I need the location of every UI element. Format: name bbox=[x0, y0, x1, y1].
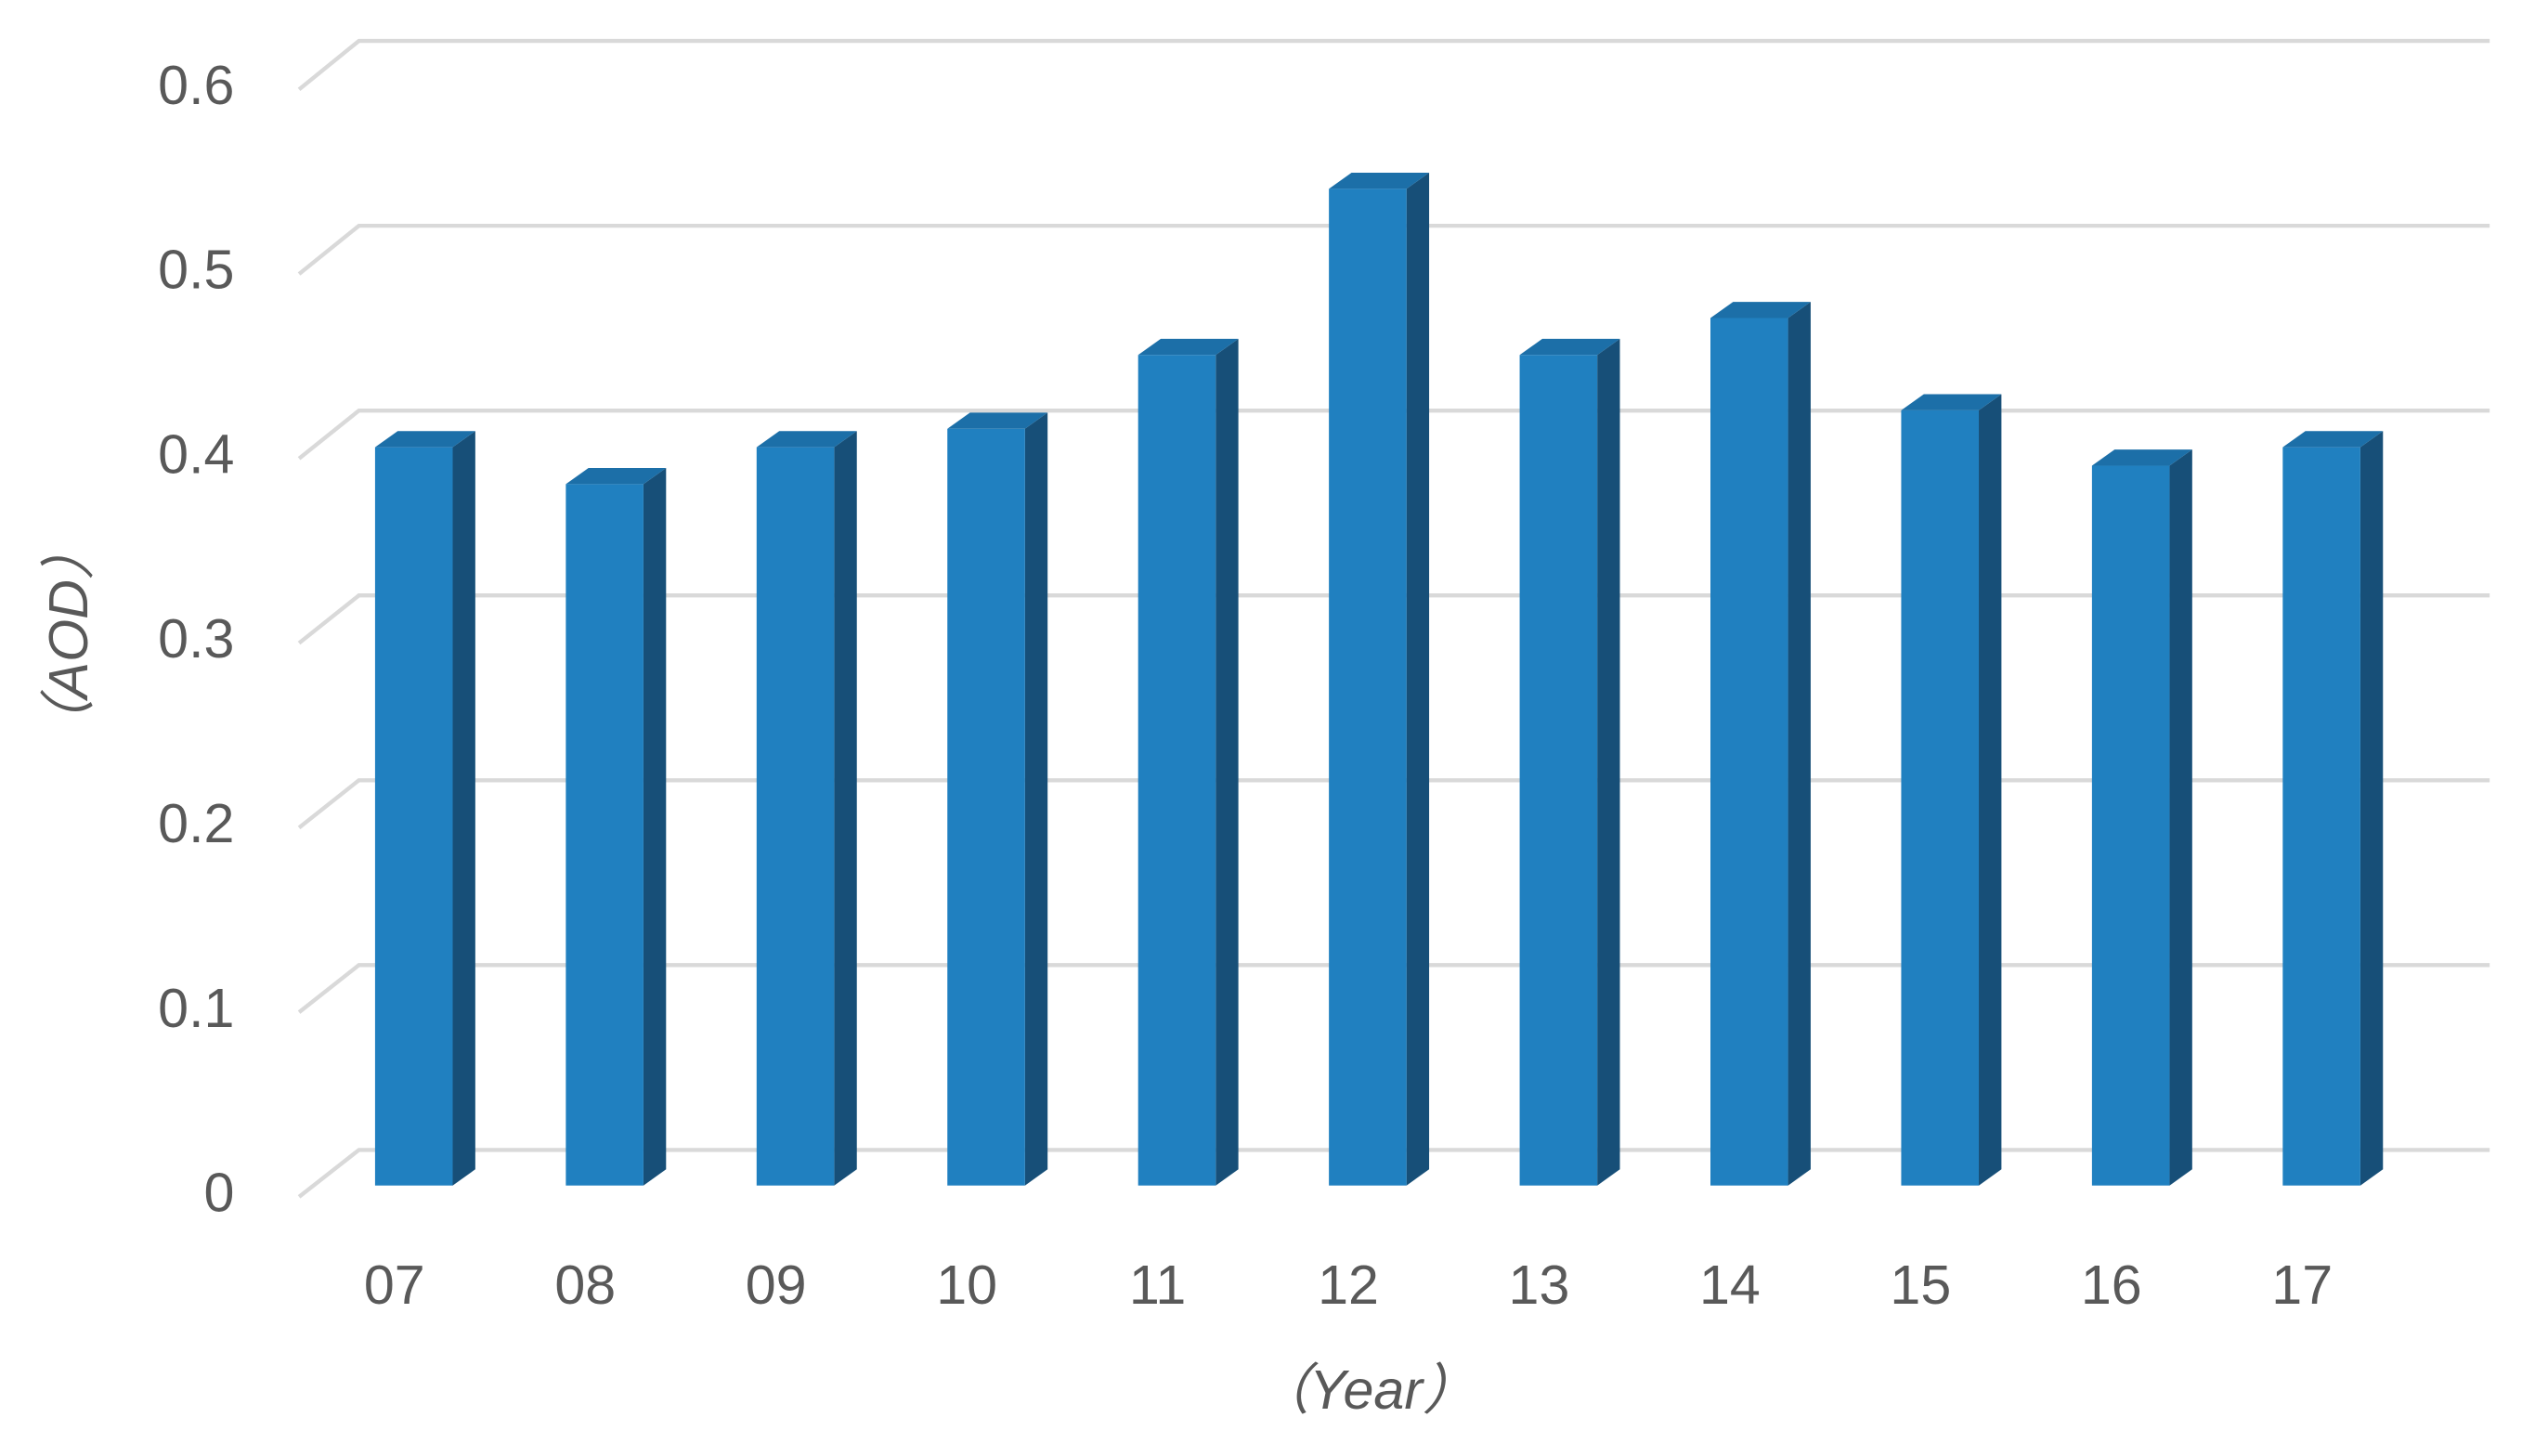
bar-top bbox=[374, 431, 475, 448]
bar-side bbox=[1788, 302, 1811, 1186]
x-tick-label: 08 bbox=[554, 1254, 616, 1316]
bar-top bbox=[1710, 302, 1811, 318]
bar-top bbox=[1329, 172, 1430, 189]
bar bbox=[947, 428, 1025, 1186]
bar-top bbox=[2091, 449, 2192, 466]
y-axis-title: （AOD） bbox=[37, 525, 99, 754]
bar bbox=[2091, 465, 2170, 1186]
bar-top bbox=[1901, 394, 2002, 410]
bar-side bbox=[1024, 412, 1048, 1186]
bar-side bbox=[1597, 338, 1620, 1186]
bar bbox=[374, 447, 453, 1186]
y-tick-label: 0.5 bbox=[158, 239, 234, 301]
bar-top bbox=[947, 412, 1048, 429]
bar bbox=[1138, 355, 1216, 1186]
bar-side bbox=[2360, 431, 2384, 1186]
bar bbox=[566, 484, 644, 1186]
x-tick-label: 12 bbox=[1318, 1254, 1379, 1316]
bar-top bbox=[756, 431, 857, 448]
bar-top bbox=[1138, 338, 1239, 356]
bar bbox=[1329, 188, 1407, 1186]
bar bbox=[2282, 447, 2360, 1186]
y-tick-label: 0.2 bbox=[158, 792, 234, 854]
x-tick-label: 13 bbox=[1509, 1254, 1570, 1316]
x-tick-label: 15 bbox=[1890, 1254, 1951, 1316]
grid-line bbox=[297, 38, 2490, 91]
bar-top bbox=[1519, 338, 1620, 356]
bar bbox=[756, 447, 835, 1186]
bar-side bbox=[834, 431, 857, 1186]
bar-side bbox=[643, 467, 667, 1186]
y-tick-label: 0.1 bbox=[158, 977, 234, 1039]
bar bbox=[1901, 410, 1980, 1186]
y-tick-label: 0.6 bbox=[158, 54, 234, 116]
y-tick-label: 0.3 bbox=[158, 607, 234, 670]
bar bbox=[1710, 318, 1788, 1186]
x-tick-label: 07 bbox=[364, 1254, 425, 1316]
bar-top bbox=[566, 467, 667, 485]
x-tick-label: 16 bbox=[2081, 1254, 2142, 1316]
bar-side bbox=[1216, 338, 1239, 1186]
y-tick-label: 0 bbox=[204, 1162, 235, 1224]
bar-side bbox=[1406, 172, 1430, 1186]
bar-side bbox=[1979, 394, 2002, 1186]
bar-side bbox=[452, 431, 475, 1186]
y-tick-label: 0.4 bbox=[158, 422, 234, 485]
bar-top bbox=[2282, 431, 2384, 448]
x-tick-label: 09 bbox=[746, 1254, 807, 1316]
x-axis-title: （Year） bbox=[1254, 1358, 1477, 1421]
x-tick-label: 10 bbox=[936, 1254, 997, 1316]
x-tick-label: 17 bbox=[2271, 1254, 2333, 1316]
x-tick-label: 11 bbox=[1129, 1254, 1186, 1316]
x-tick-label: 14 bbox=[1699, 1254, 1761, 1316]
bar-side bbox=[2169, 449, 2192, 1186]
grid-line bbox=[297, 223, 2490, 276]
bar bbox=[1519, 355, 1598, 1186]
